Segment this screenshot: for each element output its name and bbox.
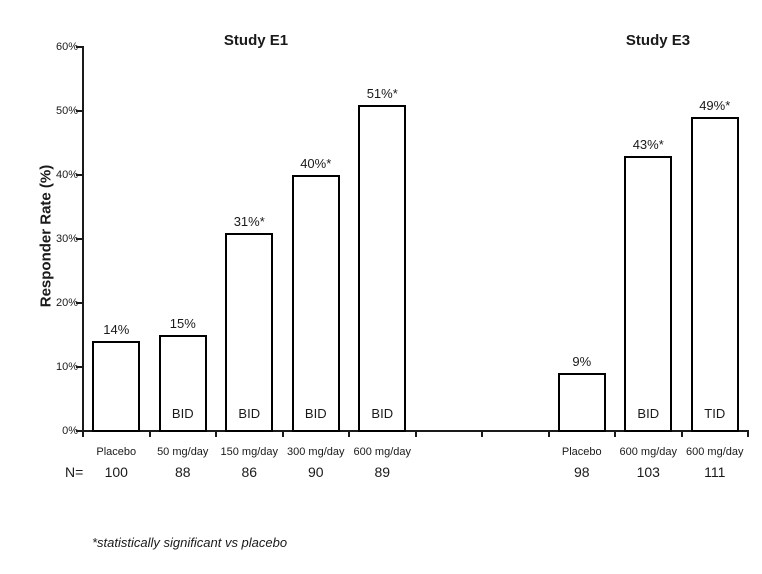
x-category-label: 150 mg/day [220, 446, 278, 458]
bar-value-label: 51%* [366, 85, 398, 101]
n-count-value: 111 [704, 464, 726, 480]
y-axis-tick-label: 60% [55, 41, 78, 53]
bar-frequency-label: BID [371, 406, 394, 421]
bar-value-label: 15% [169, 316, 196, 331]
bar-frequency-label: BID [171, 406, 194, 421]
n-count-value: 103 [636, 464, 660, 480]
bar-frequency-label: BID [238, 406, 261, 421]
x-category-label: 50 mg/day [157, 446, 209, 458]
bar-frequency-label: BID [637, 406, 660, 421]
x-category-label: 300 mg/day [287, 446, 345, 458]
n-count-value: 90 [307, 464, 324, 480]
y-axis-tick [76, 110, 82, 112]
y-axis-tick-label: 40% [55, 169, 78, 181]
x-category-label: 600 mg/day [686, 446, 744, 458]
x-axis-tick [614, 432, 616, 437]
bar-value-label: 49%* [699, 98, 731, 114]
y-axis-tick [76, 174, 82, 176]
n-count-value: 98 [573, 464, 590, 480]
x-axis-tick [747, 432, 749, 437]
y-axis-tick-label: 50% [55, 105, 78, 117]
x-axis-tick [148, 432, 151, 437]
y-axis-tick-label: 30% [55, 233, 78, 245]
x-category-label: 600 mg/day [619, 446, 677, 458]
y-axis-line [82, 46, 84, 432]
bar-value-label: 31%* [233, 213, 265, 229]
bar-600-mg-day [358, 104, 407, 432]
n-count-value: 88 [174, 464, 191, 480]
n-count-value: 100 [104, 464, 128, 480]
x-category-label: Placebo [561, 446, 602, 458]
study-e1-title: Study E1 [223, 32, 289, 49]
bar-300-mg-day [291, 175, 340, 432]
study-e3-title: Study E3 [625, 32, 691, 49]
n-count-value: 86 [241, 464, 258, 480]
x-axis-tick [82, 432, 84, 437]
y-axis-tick-label: 20% [55, 297, 78, 309]
bar-placebo [557, 373, 606, 432]
y-axis-tick [76, 238, 82, 240]
x-axis-tick [481, 432, 483, 437]
x-axis-tick [414, 432, 417, 437]
bar-frequency-label: BID [304, 406, 327, 421]
x-axis-tick [281, 432, 284, 437]
x-axis-tick [348, 432, 350, 437]
x-category-label: Placebo [96, 446, 137, 458]
bar-150-mg-day [225, 232, 274, 432]
x-axis-tick [547, 432, 550, 437]
x-axis-line [82, 430, 749, 432]
bar-value-label: 43%* [632, 136, 664, 152]
bar-frequency-label: TID [704, 406, 726, 421]
y-axis-tick [76, 46, 82, 48]
y-axis-tick [76, 430, 82, 432]
x-axis-tick [215, 432, 217, 437]
n-count-value: 89 [374, 464, 391, 480]
bar-placebo [92, 341, 141, 432]
x-category-label: 600 mg/day [353, 446, 411, 458]
y-axis-tick [76, 302, 82, 304]
bar-600-mg-day [624, 155, 673, 432]
bar-600-mg-day [690, 117, 739, 432]
x-axis-tick [680, 432, 683, 437]
bar-value-label: 40%* [300, 156, 332, 171]
bar-50-mg-day [158, 335, 207, 432]
bar-value-label: 14% [103, 322, 130, 338]
n-row-label: N= [65, 464, 84, 480]
bar-value-label: 9% [572, 354, 592, 370]
y-axis-tick [76, 366, 82, 368]
y-axis-tick-label: 10% [55, 361, 78, 373]
y-axis-tick-label: 0% [62, 425, 78, 437]
significance-footnote: *statistically significant vs placebo [92, 535, 288, 550]
